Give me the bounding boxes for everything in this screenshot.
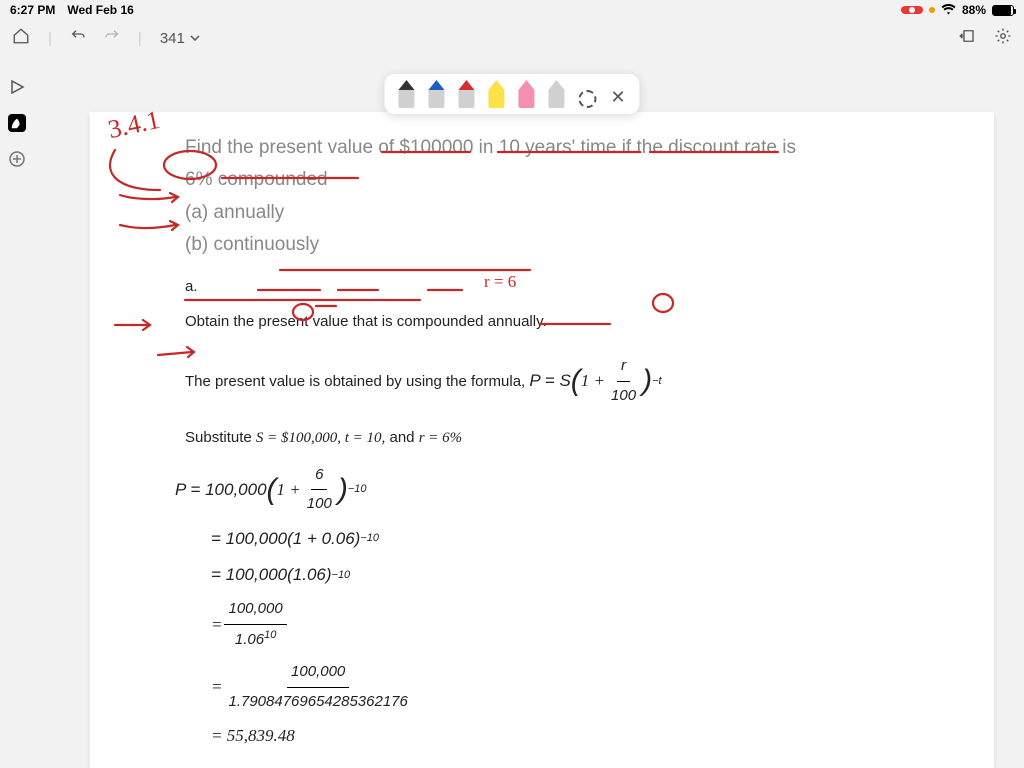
lasso-select-icon[interactable] [578,90,596,108]
solution-section-a: a. Obtain the present value that is comp… [185,273,944,768]
redo-icon[interactable] [104,28,120,48]
highlighter-pink[interactable] [518,80,534,108]
pen-color-toolbar[interactable]: ✕ [384,74,639,114]
close-toolbar-icon[interactable]: ✕ [610,87,625,108]
pen-tool-icon[interactable] [8,114,26,132]
battery-percent: 88% [962,3,986,17]
solution-a-label: a. [185,273,944,302]
calc-step-3: = 100,000(1.06)−10 [211,559,944,591]
page-number-selector[interactable]: 341 [160,30,201,47]
share-icon[interactable] [958,27,976,49]
mic-indicator-dot [929,7,935,13]
home-icon[interactable] [12,27,30,49]
substitute-line: Substitute S = $100,000, t = 10, and r =… [185,424,944,453]
divider: | [48,30,52,47]
status-date: Wed Feb 16 [67,3,133,17]
calc-step-1: P = 100,000 (1 + 6100 )−10 [175,461,944,519]
screen-record-indicator[interactable] [901,6,923,14]
problem-statement: Find the present value of $100000 in 10 … [185,132,944,261]
battery-icon [992,5,1014,16]
pen-blue[interactable] [428,80,444,108]
calc-step-6: = 55,839.48 [211,720,944,752]
play-outline-icon[interactable] [8,78,26,96]
divider: | [138,30,142,47]
pen-black[interactable] [398,80,414,108]
conclusion-a: Thus, the present value that is compound… [185,765,944,768]
calc-step-2: = 100,000(1 + 0.06)−10 [211,523,944,555]
app-toolbar: | | 341 [0,20,1024,56]
eraser-tool[interactable] [548,80,564,108]
wifi-icon [941,3,956,18]
calc-step-5: = 100,0001.79084769654285362176 [211,658,944,716]
highlighter-yellow[interactable] [488,80,504,108]
pen-red[interactable] [458,80,474,108]
status-time: 6:27 PM [10,3,55,17]
chevron-down-icon [189,32,201,44]
add-circle-icon[interactable] [8,150,26,168]
formula-intro: The present value is obtained by using t… [185,348,944,414]
left-tool-rail [0,70,34,168]
solution-a-title: Obtain the present value that is compoun… [185,308,944,337]
calc-step-4: = 100,0001.0610 [211,595,944,654]
page-number-label: 341 [160,30,185,47]
document-page[interactable]: Find the present value of $100000 in 10 … [90,112,994,768]
settings-gear-icon[interactable] [994,27,1012,49]
undo-icon[interactable] [70,28,86,48]
ipad-status-bar: 6:27 PM Wed Feb 16 88% [0,0,1024,20]
